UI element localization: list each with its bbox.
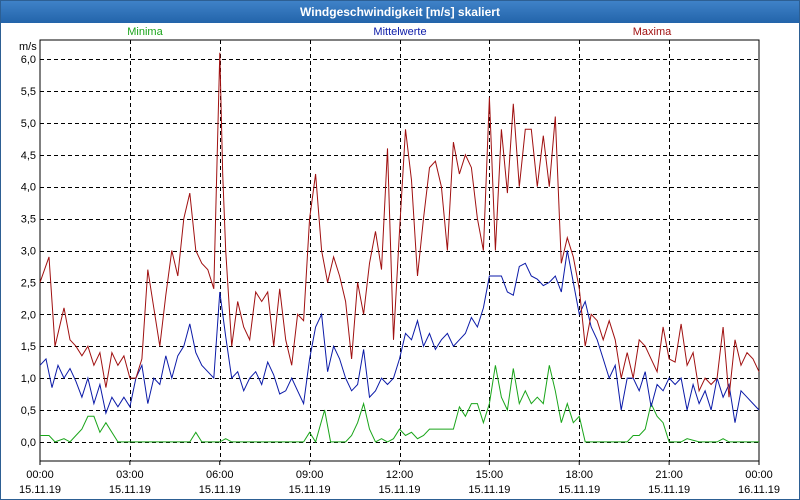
x-tick-date: 15.11.19 bbox=[558, 484, 600, 496]
x-tick-time: 18:00 bbox=[565, 469, 593, 481]
x-tick-time: 00:00 bbox=[26, 469, 54, 481]
y-tick-label: 4,5 bbox=[21, 150, 36, 162]
y-axis: 0,0 0,5 1,0 1,5 2,0 2,5 3,0 3,5 4,0 4,5 5,0 5,5 6,0 bbox=[21, 54, 36, 449]
y-tick-label: 0,0 bbox=[21, 437, 36, 449]
x-tick-date: 15.11.19 bbox=[289, 484, 331, 496]
x-tick-date: 15.11.19 bbox=[199, 484, 241, 496]
series-line-maxima bbox=[39, 52, 760, 398]
x-tick-time: 21:00 bbox=[655, 469, 683, 481]
x-tick-date: 15.11.19 bbox=[468, 484, 510, 496]
series-line-minima bbox=[40, 365, 759, 444]
x-tick-time: 09:00 bbox=[296, 469, 324, 481]
y-tick-label: 2,5 bbox=[21, 277, 36, 289]
x-tick-time: 00:00 bbox=[745, 469, 773, 481]
y-tick-label: 5,5 bbox=[21, 86, 36, 98]
plot-area-border bbox=[39, 39, 760, 462]
legend: Minima Mittelwerte Maxima bbox=[127, 26, 672, 38]
x-tick-date: 15.11.19 bbox=[378, 484, 420, 496]
y-tick-label: 1,0 bbox=[21, 373, 36, 385]
x-tick-date: 16.11.19 bbox=[738, 484, 780, 496]
y-tick-label: 1,5 bbox=[21, 341, 36, 353]
legend-entry-minima: Minima bbox=[127, 26, 163, 38]
grid bbox=[40, 40, 759, 461]
x-tick-date: 15.11.19 bbox=[109, 484, 151, 496]
y-axis-unit-label: m/s bbox=[19, 41, 37, 53]
y-tick-label: 0,5 bbox=[21, 405, 36, 417]
x-tick-time: 12:00 bbox=[386, 469, 414, 481]
y-tick-label: 3,5 bbox=[21, 214, 36, 226]
y-tick-label: 4,0 bbox=[21, 182, 36, 194]
series-line-mittelwerte bbox=[39, 250, 760, 423]
x-tick-time: 06:00 bbox=[206, 469, 234, 481]
x-tick-time: 15:00 bbox=[476, 469, 504, 481]
window-title: Windgeschwindigkeit [m/s] skaliert bbox=[1, 1, 799, 23]
y-tick-label: 3,0 bbox=[21, 246, 36, 258]
x-axis: 00:00 15.11.19 03:00 15.11.19 06:00 15.11.19 0… bbox=[19, 461, 780, 496]
legend-entry-maxima: Maxima bbox=[633, 26, 672, 38]
x-tick-date: 15.11.19 bbox=[19, 484, 61, 496]
y-tick-label: 2,0 bbox=[21, 309, 36, 321]
y-tick-label: 6,0 bbox=[21, 54, 36, 66]
series-layer bbox=[39, 52, 760, 444]
x-tick-date: 15.11.19 bbox=[648, 484, 690, 496]
legend-entry-mittelwerte: Mittelwerte bbox=[373, 26, 426, 38]
x-tick-time: 03:00 bbox=[116, 469, 144, 481]
y-tick-label: 5,0 bbox=[21, 118, 36, 130]
